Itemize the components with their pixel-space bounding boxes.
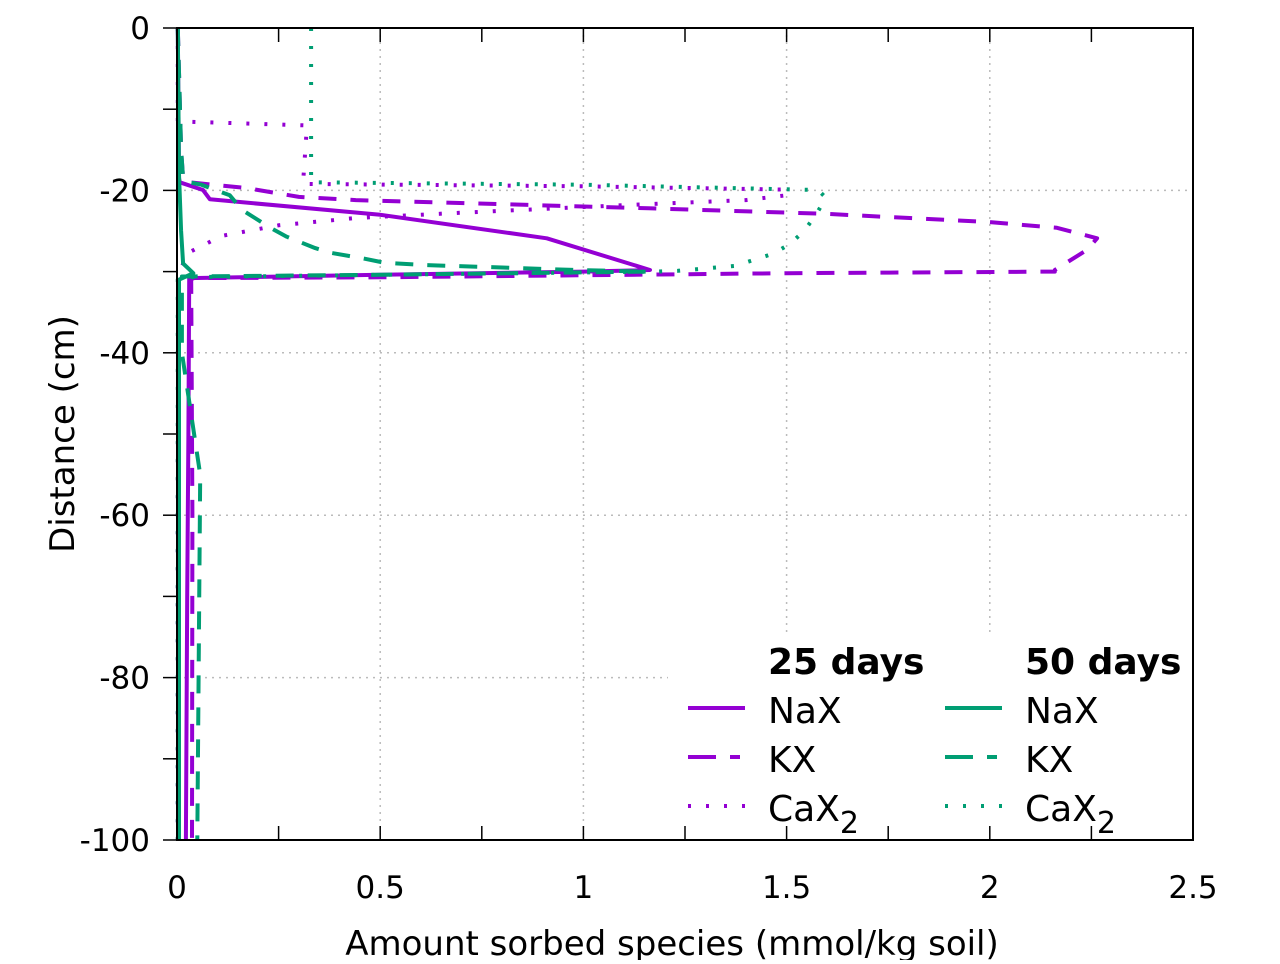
x-tick-label: 2.5 <box>1168 870 1217 906</box>
grid <box>177 28 1193 840</box>
y-tick-label: -80 <box>99 661 150 697</box>
y-tick-label: -40 <box>99 336 150 372</box>
x-tick-label: 1.5 <box>762 870 811 906</box>
legend-group-title: 50 days <box>1025 642 1181 683</box>
y-tick-label: -100 <box>80 823 150 859</box>
x-tick-label: 0.5 <box>356 870 405 906</box>
x-axis-label: Amount sorbed species (mmol/kg soil) <box>345 924 999 960</box>
x-tick-label: 1 <box>574 870 594 906</box>
y-tick-label: 0 <box>130 11 150 47</box>
legend-label: KX <box>768 740 816 781</box>
series-line-50-days-nax <box>175 27 196 840</box>
legend-label: NaX <box>768 691 842 732</box>
legend-background <box>668 636 1190 836</box>
legend-label: KX <box>1025 740 1073 781</box>
series-group <box>175 27 1100 841</box>
x-tick-label: 0 <box>167 870 187 906</box>
legend-group-title: 25 days <box>768 642 924 683</box>
legend-label-subscript: 2 <box>1097 806 1116 841</box>
legend-label-subscript: 2 <box>840 806 859 841</box>
series-line-50-days-kx <box>175 27 651 841</box>
axis-ticks: 0 0.5 1 1.5 2 2.5 0 -20 -40 -60 -80 -100 <box>80 11 1218 906</box>
y-tick-label: -20 <box>99 173 150 209</box>
series-line-25-days-nax <box>175 27 652 841</box>
y-tick-label: -60 <box>99 498 150 534</box>
y-axis-label: Distance (cm) <box>43 315 83 553</box>
legend-label: NaX <box>1025 691 1099 732</box>
x-tick-label: 2 <box>980 870 1000 906</box>
series-line-25-days-kx <box>175 27 1100 841</box>
